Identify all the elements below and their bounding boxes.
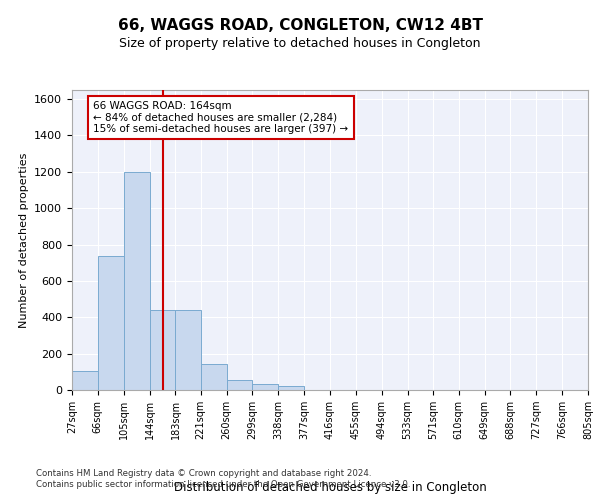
Bar <box>200 364 227 390</box>
Bar <box>278 386 304 390</box>
Text: Size of property relative to detached houses in Congleton: Size of property relative to detached ho… <box>119 38 481 51</box>
Bar <box>253 384 278 390</box>
Text: Contains HM Land Registry data © Crown copyright and database right 2024.: Contains HM Land Registry data © Crown c… <box>36 468 371 477</box>
Bar <box>124 172 149 390</box>
Bar <box>72 371 98 390</box>
Y-axis label: Number of detached properties: Number of detached properties <box>19 152 29 328</box>
Text: 66 WAGGS ROAD: 164sqm
← 84% of detached houses are smaller (2,284)
15% of semi-d: 66 WAGGS ROAD: 164sqm ← 84% of detached … <box>93 101 349 134</box>
Text: Contains public sector information licensed under the Open Government Licence v3: Contains public sector information licen… <box>36 480 410 489</box>
Bar <box>149 310 175 390</box>
X-axis label: Distribution of detached houses by size in Congleton: Distribution of detached houses by size … <box>173 481 487 494</box>
Bar <box>98 256 124 390</box>
Bar <box>175 310 200 390</box>
Bar <box>227 380 253 390</box>
Text: 66, WAGGS ROAD, CONGLETON, CW12 4BT: 66, WAGGS ROAD, CONGLETON, CW12 4BT <box>118 18 482 32</box>
